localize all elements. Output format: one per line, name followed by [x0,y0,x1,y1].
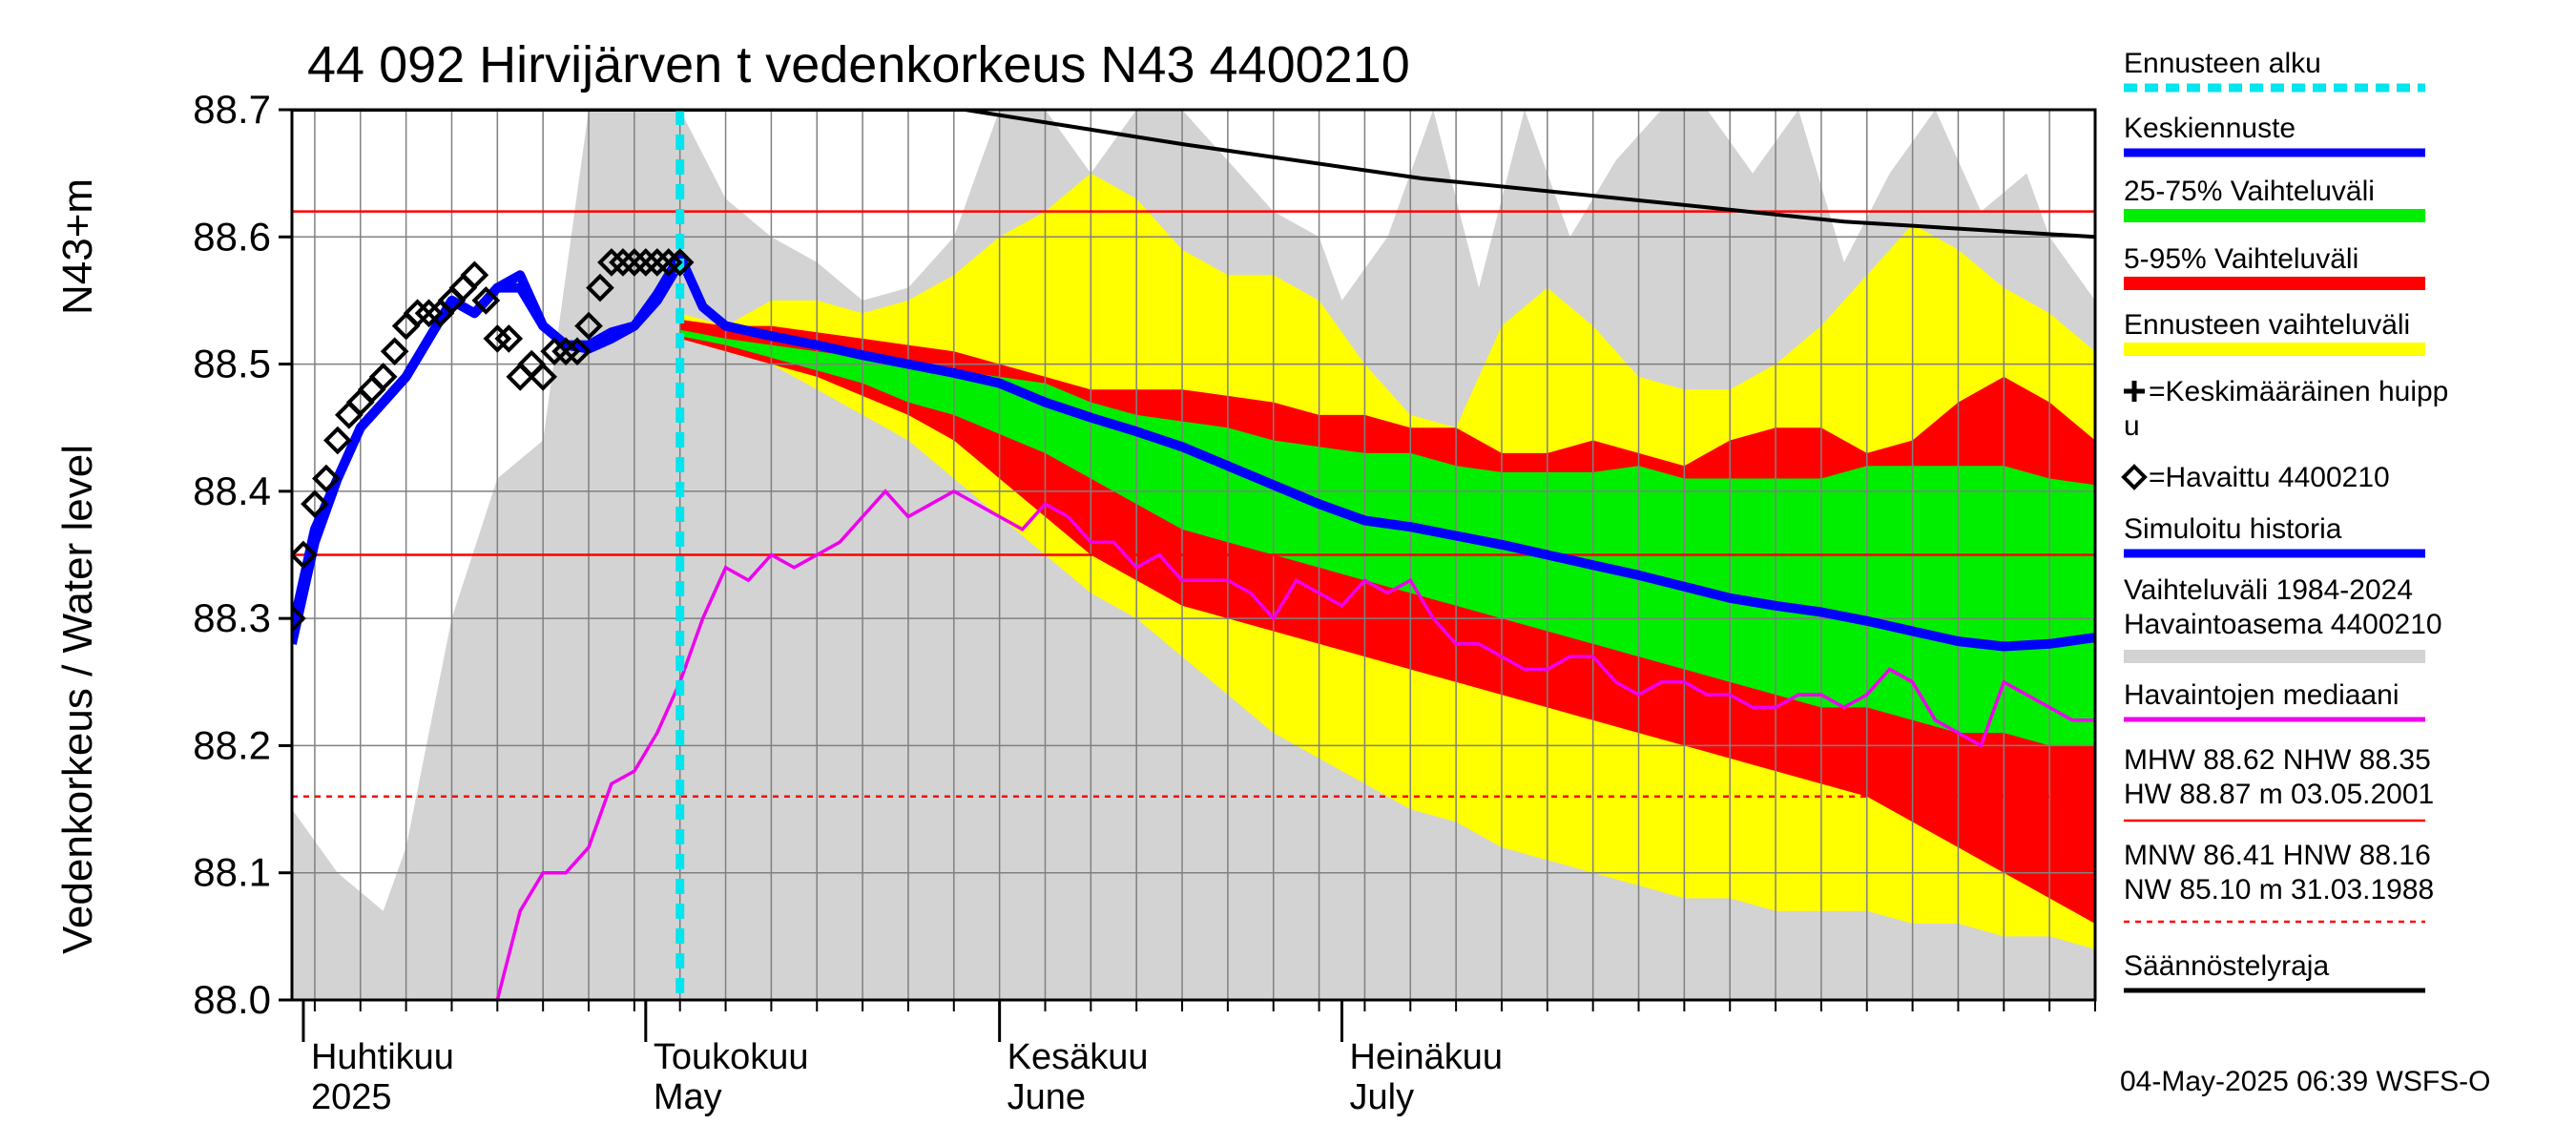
legend-label: Keskiennuste [2124,113,2296,144]
range-25-75-band [679,329,2095,746]
y-tick-label: 88.5 [193,342,271,386]
month-label-fi: Heinäkuu [1350,1037,1504,1077]
observed-point [301,489,329,519]
y-tick-label: 88.3 [193,595,271,640]
observed-point [292,540,318,570]
observed-point [631,248,660,277]
observed-point [665,248,695,277]
observed-point [563,337,592,366]
observed-point [483,324,512,353]
month-label-en: July [1350,1077,1415,1117]
y-tick-label: 88.1 [193,850,271,895]
observed-point [323,426,352,455]
legend-label-line2: NW 85.10 m 31.03.1988 [2124,874,2434,906]
observed-point [654,248,683,277]
observed-point [586,273,614,302]
legend-label: Simuloitu historia [2124,513,2342,545]
observed-point [506,363,535,391]
legend-label: =Keskimääräinen huipp [2149,376,2448,407]
observed-point [460,260,489,290]
month-label-en: 2025 [311,1077,392,1117]
month-label-en: May [654,1077,722,1117]
median-observed-line [495,489,2095,1000]
observed-point [334,401,364,429]
legend-label-line2: Havaintoasema 4400210 [2124,609,2442,640]
footer-timestamp: 04-May-2025 06:39 WSFS-O [2120,1066,2491,1097]
legend-label-line2: HW 88.87 m 03.05.2001 [2124,779,2434,810]
observed-point [414,299,444,328]
observed-point [448,273,478,302]
plot-frame [290,108,2097,1002]
observed-point [620,248,649,277]
legend-label-line2: u [2124,410,2140,442]
month-label-fi: Toukokuu [654,1037,809,1077]
y-tick-label: 88.7 [193,87,271,132]
observed-point [494,324,524,353]
legend-label: Vaihteluväli 1984-2024 [2124,574,2413,606]
observed-point [403,299,432,328]
y-tick-label: 88.6 [193,214,271,259]
legend-label: Ennusteen vaihteluväli [2124,309,2410,341]
range-5-95-band [679,319,2095,924]
observed-point [380,337,409,366]
y-tick-label: 88.2 [193,722,271,767]
regulation-limit-line [292,110,2095,239]
legend: Ennusteen alku Keskiennuste 25-75% Vaihtel… [2121,48,2448,993]
observed-point [574,311,603,341]
legend-label: =Havaittu 4400210 [2149,462,2390,493]
observed-point [312,464,341,493]
legend-label: MNW 86.41 HNW 88.16 [2124,840,2431,871]
observed-point [471,286,501,315]
legend-label: Säännöstelyraja [2124,950,2329,982]
legend-label: 25-75% Vaihteluväli [2124,176,2375,207]
month-label-fi: Kesäkuu [1008,1037,1149,1077]
legend-label: 5-95% Vaihteluväli [2124,243,2358,275]
month-label-fi: Huhtikuu [311,1037,454,1077]
chart-title: 44 092 Hirvijärven t vedenkorkeus N43 44… [307,36,1410,94]
observed-point [642,248,672,277]
y-tick-label: 88.4 [193,468,271,513]
observed-point [551,337,580,366]
y-axis-unit-label: N43+m [54,178,101,315]
observed-point [609,248,637,277]
y-tick-label: 88.0 [193,977,271,1022]
month-label-en: June [1008,1077,1086,1117]
legend-label: Havaintojen mediaani [2124,679,2399,711]
observed-point [368,363,398,391]
plot-content [292,110,2095,1000]
legend-label: Ennusteen alku [2124,48,2321,79]
observed-point [529,363,557,391]
plot-area [290,108,2097,1011]
observed-point [357,375,386,405]
y-axis-ticks: 88.0 88.1 88.2 88.3 88.4 88.5 88.6 88.7 [193,87,292,1022]
observed-point [292,604,306,633]
simulated-history-line [292,260,684,645]
legend-label: MHW 88.62 NHW 88.35 [2124,744,2431,776]
legend-plus-icon [2124,381,2145,402]
y-axis-label: Vedenkorkeus / Water level [54,445,101,954]
observed-point [540,337,569,366]
legend-diamond-icon [2121,464,2148,490]
observed-point [597,248,626,277]
